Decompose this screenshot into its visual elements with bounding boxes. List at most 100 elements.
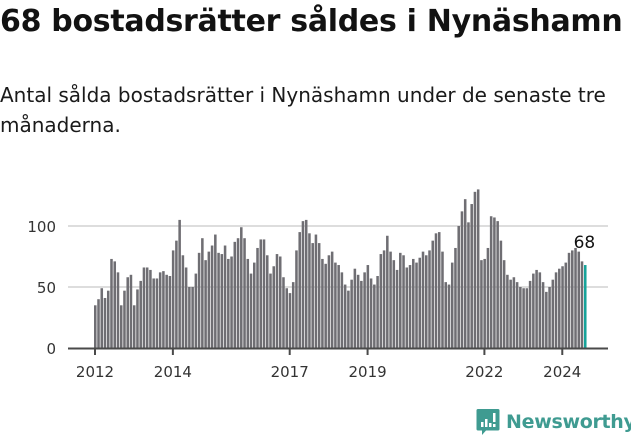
bar: [522, 288, 525, 348]
bar: [395, 269, 399, 348]
bar: [447, 284, 451, 348]
bar: [382, 250, 386, 348]
bar: [249, 273, 253, 348]
bar: [136, 289, 139, 348]
bar: [113, 261, 117, 348]
bar: [132, 305, 136, 348]
bar: [142, 267, 146, 348]
x-tick-label: 2012: [76, 363, 114, 381]
bar: [311, 243, 314, 348]
bar: [343, 284, 347, 348]
bar: [265, 255, 269, 348]
bar: [233, 241, 237, 348]
bar: [314, 234, 318, 348]
bar: [165, 274, 168, 348]
chart-subtitle: Antal sålda bostadsrätter i Nynäshamn un…: [0, 83, 606, 137]
y-axis-labels: 0 50 100: [27, 218, 56, 358]
bar: [437, 232, 441, 348]
bar: [123, 290, 126, 348]
bar: [408, 265, 412, 348]
bar: [450, 262, 454, 348]
bar: [116, 272, 120, 348]
bar: [149, 269, 152, 348]
bar: [502, 260, 506, 348]
bar: [334, 262, 337, 348]
bar: [227, 258, 230, 348]
bar: [129, 274, 133, 348]
bar: [558, 268, 561, 348]
bar: [402, 255, 405, 348]
bar: [152, 278, 155, 348]
bar: [217, 252, 220, 348]
bar: [168, 276, 172, 348]
bar: [97, 299, 100, 348]
bar: [126, 277, 129, 348]
bar: [100, 288, 104, 348]
x-tick-label: 2019: [348, 363, 386, 381]
bar: [278, 256, 282, 348]
bar: [243, 238, 246, 348]
bar: [356, 274, 360, 348]
bar-chart: 0 50 100 2012 2014 2017 2019 2022 2024 68: [27, 189, 608, 381]
bar: [139, 280, 142, 348]
x-tick-label: 2024: [543, 363, 581, 381]
bar: [188, 287, 191, 348]
bar: [106, 290, 110, 348]
bar: [519, 287, 522, 348]
bar: [285, 288, 288, 348]
x-tick-label: 2017: [271, 363, 309, 381]
bar: [389, 251, 392, 348]
chart-title: 68 bostadsrätter såldes i Nynäshamn: [0, 4, 623, 39]
bars: [94, 189, 587, 348]
bar: [181, 255, 185, 348]
bar: [272, 266, 276, 348]
bar: [178, 219, 181, 348]
bar: [551, 279, 555, 348]
bar: [347, 290, 350, 348]
bar: [155, 278, 159, 348]
bar: [158, 272, 162, 348]
brand-name: Newsworthy: [506, 411, 631, 433]
bar: [269, 273, 272, 348]
bar: [467, 222, 470, 348]
bar: [317, 243, 321, 348]
bar: [392, 260, 396, 348]
bar: [337, 265, 340, 348]
bar: [554, 272, 558, 348]
bar: [145, 267, 149, 348]
newsworthy-logo-icon: [476, 409, 500, 435]
bar: [561, 266, 564, 348]
x-tick-label: 2022: [465, 363, 503, 381]
bar: [110, 258, 113, 348]
bar: [240, 227, 243, 348]
bar: [548, 287, 551, 348]
bar: [574, 247, 577, 348]
bar: [399, 252, 402, 348]
y-tick-label: 100: [27, 218, 56, 236]
bar: [94, 305, 97, 348]
bar: [480, 260, 483, 348]
bar: [171, 250, 175, 348]
bar: [457, 226, 460, 348]
x-tick-label: 2014: [154, 363, 192, 381]
bar: [304, 219, 308, 348]
y-tick-label: 50: [37, 279, 56, 297]
bar: [230, 256, 233, 348]
bar: [493, 217, 496, 348]
bar: [418, 257, 422, 348]
bar: [253, 262, 256, 348]
bar: [330, 251, 334, 348]
bar: [525, 288, 529, 348]
bar: [327, 255, 331, 348]
bar: [515, 282, 519, 348]
bar: [324, 263, 327, 348]
bar: [119, 305, 123, 348]
bar: [564, 262, 568, 348]
bar: [473, 191, 477, 348]
bar: [386, 235, 389, 348]
bar: [421, 251, 425, 348]
bar: [567, 252, 571, 348]
bar: [538, 272, 542, 348]
bar: [262, 239, 266, 348]
bar: [236, 238, 240, 348]
